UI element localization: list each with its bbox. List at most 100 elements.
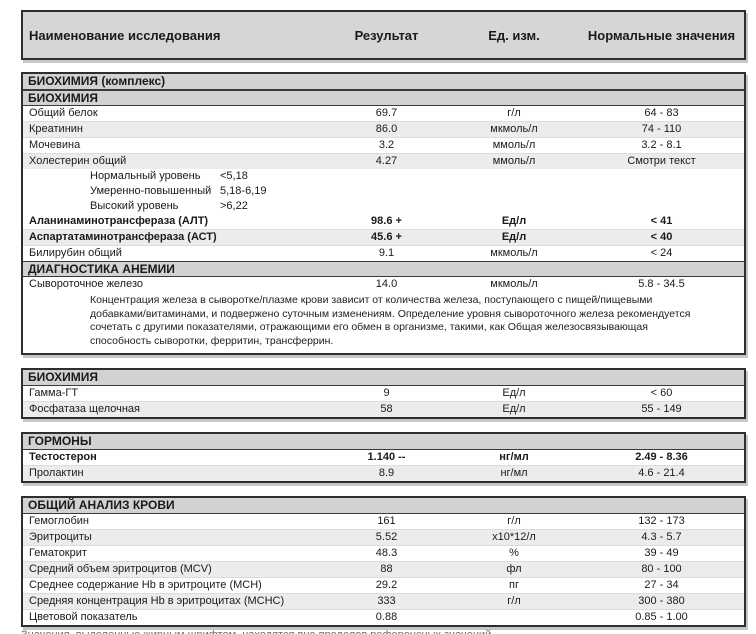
test-units: нг/мл	[499, 451, 529, 463]
lab-result-row: Креатинин 86.0 мкмоль/л 74 - 110	[23, 121, 744, 137]
lab-result-row: Фосфатаза щелочная 58 Ед/л 55 - 149	[23, 401, 744, 417]
level-label: Высокий уровень	[90, 200, 179, 212]
test-units: мкмоль/л	[490, 247, 538, 259]
test-result: 48.3	[375, 547, 398, 559]
test-units: нг/мл	[500, 467, 528, 479]
results-blocks: БИОХИМИЯ (комплекс) БИОХИМИЯ Общий белок 69…	[0, 72, 756, 627]
cholesterol-level-row: Нормальный уровень <5,18	[23, 169, 744, 184]
test-normal-range: 4.6 - 21.4	[638, 467, 685, 479]
lab-result-row: Аланинаминотрансфераза (АЛТ) 98.6 + Ед/л < …	[23, 214, 744, 229]
test-result: 9.1	[378, 247, 395, 259]
lab-result-row: Аспартатаминотрансфераза (АСТ) 45.6 + Ед/л…	[23, 229, 744, 245]
section-header: БИОХИМИЯ	[23, 370, 744, 386]
lab-result-row: Средний объем эритроцитов (MCV) 88 фл 80 - …	[23, 561, 744, 577]
test-units: пг	[509, 579, 519, 591]
test-normal-range: Смотри текст	[627, 155, 696, 167]
test-units: мкмоль/л	[490, 278, 538, 290]
test-result: 5.52	[375, 531, 398, 543]
lab-result-row: Среднее содержание Hb в эритроците (MCH)…	[23, 577, 744, 593]
test-units: г/л	[507, 107, 521, 119]
test-result: 45.6 +	[371, 231, 402, 243]
test-units	[449, 610, 579, 625]
cholesterol-level-row: Умеренно-повышенный 5,18-6,19	[23, 184, 744, 199]
test-name: Эритроциты	[29, 531, 92, 543]
test-units: Ед/л	[501, 231, 527, 243]
table-header: Наименование исследования Результат Ед. …	[21, 10, 746, 60]
test-units: Ед/л	[502, 403, 526, 415]
test-name: Аланинаминотрансфераза (АЛТ)	[29, 215, 209, 227]
level-value: >6,22	[220, 200, 248, 212]
lab-result-row: Мочевина 3.2 ммоль/л 3.2 - 8.1	[23, 137, 744, 153]
lab-result-row: Эритроциты 5.52 x10*12/л 4.3 - 5.7	[23, 529, 744, 545]
test-normal-range: 5.8 - 34.5	[638, 278, 685, 290]
test-units: Ед/л	[501, 215, 527, 227]
test-result: 58	[380, 403, 393, 415]
lab-result-row: Общий белок 69.7 г/л 64 - 83	[23, 106, 744, 121]
test-normal-range: 74 - 110	[641, 123, 682, 135]
test-result: 88	[380, 563, 393, 575]
footnote-clipped: Значения, выделенные жирным шрифтом, нах…	[21, 629, 756, 634]
section-header: БИОХИМИЯ (комплекс)	[23, 74, 744, 90]
test-normal-range: 132 - 173	[638, 515, 685, 527]
test-name: Фосфатаза щелочная	[29, 403, 141, 415]
test-normal-range: 55 - 149	[641, 403, 682, 415]
lab-result-row: Гемоглобин 161 г/л 132 - 173	[23, 514, 744, 529]
test-normal-range: 4.3 - 5.7	[641, 531, 682, 543]
test-name: Средний объем эритроцитов (MCV)	[29, 563, 212, 575]
test-normal-range: 39 - 49	[644, 547, 679, 559]
test-units: фл	[506, 563, 522, 575]
test-result: 69.7	[375, 107, 398, 119]
column-header-units: Ед. изм.	[488, 27, 540, 43]
note-line: Концентрация железа в сыворотке/плазме к…	[90, 294, 653, 306]
test-normal-range: < 60	[650, 387, 673, 399]
test-normal-range: < 40	[650, 231, 673, 243]
note-line: добавками/витаминами, и подвержено суточ…	[90, 307, 691, 320]
level-value: 5,18-6,19	[220, 185, 267, 197]
test-normal-range: 2.49 - 8.36	[635, 451, 688, 463]
test-units: ммоль/л	[492, 155, 536, 167]
test-name: Цветовой показатель	[29, 611, 138, 623]
test-result: 1.140 --	[367, 451, 406, 463]
level-label: Умеренно-повышенный	[90, 185, 212, 197]
test-name: Холестерин общий	[29, 155, 127, 167]
test-name: Аспартатаминотрансфераза (АСТ)	[29, 231, 217, 243]
test-normal-range: 0.85 - 1.00	[635, 611, 688, 623]
test-normal-range: < 24	[650, 247, 673, 259]
results-block: ГОРМОНЫ Тестостерон 1.140 -- нг/мл 2.49 - 8.…	[21, 432, 746, 483]
test-name: Тестостерон	[29, 451, 97, 463]
lab-result-row: Гематокрит 48.3% 39 - 49	[23, 545, 744, 561]
test-result: 333	[377, 595, 396, 607]
test-name: Мочевина	[29, 139, 81, 151]
test-result: 3.2	[378, 139, 395, 151]
test-normal-range: 27 - 34	[644, 579, 679, 591]
column-header-name: Наименование исследования	[29, 27, 221, 43]
test-units: x10*12/л	[492, 531, 536, 543]
test-name: Билирубин общий	[29, 247, 122, 259]
column-header-normal: Нормальные значения	[587, 27, 736, 43]
test-result: 98.6 +	[371, 215, 402, 227]
test-units: г/л	[507, 595, 521, 607]
test-name: Гамма-ГТ	[29, 387, 79, 399]
iron-comment-note: Концентрация железа в сыворотке/плазме к…	[23, 292, 744, 353]
test-result: 86.0	[375, 123, 398, 135]
test-normal-range: 300 - 380	[638, 595, 685, 607]
level-value: <5,18	[220, 170, 248, 182]
test-name: Гематокрит	[29, 547, 87, 559]
lab-result-row: Сывороточное железо 14.0 мкмоль/л 5.8 - 34.…	[23, 277, 744, 292]
test-units: мкмоль/л	[490, 123, 538, 135]
lab-result-row: Билирубин общий 9.1 мкмоль/л < 24	[23, 245, 744, 261]
test-result: 0.88	[375, 611, 398, 623]
lab-result-row: Пролактин 8.9 нг/мл 4.6 - 21.4	[23, 465, 744, 481]
lab-result-row: Гамма-ГТ 9 Ед/л < 60	[23, 386, 744, 401]
note-line: способность сыворотки, ферритин, трансфе…	[90, 334, 334, 347]
test-result: 161	[377, 515, 396, 527]
test-result: 29.2	[375, 579, 398, 591]
test-result: 8.9	[378, 467, 395, 479]
section-header: ОБЩИЙ АНАЛИЗ КРОВИ	[23, 498, 744, 514]
test-units: г/л	[507, 515, 521, 527]
results-block: ОБЩИЙ АНАЛИЗ КРОВИ Гемоглобин 161 г/л 132 - …	[21, 496, 746, 627]
test-name: Гемоглобин	[29, 515, 89, 527]
test-name: Общий белок	[29, 107, 98, 119]
test-result: 9	[383, 387, 390, 399]
cholesterol-level-row: Высокий уровень >6,22	[23, 199, 744, 214]
